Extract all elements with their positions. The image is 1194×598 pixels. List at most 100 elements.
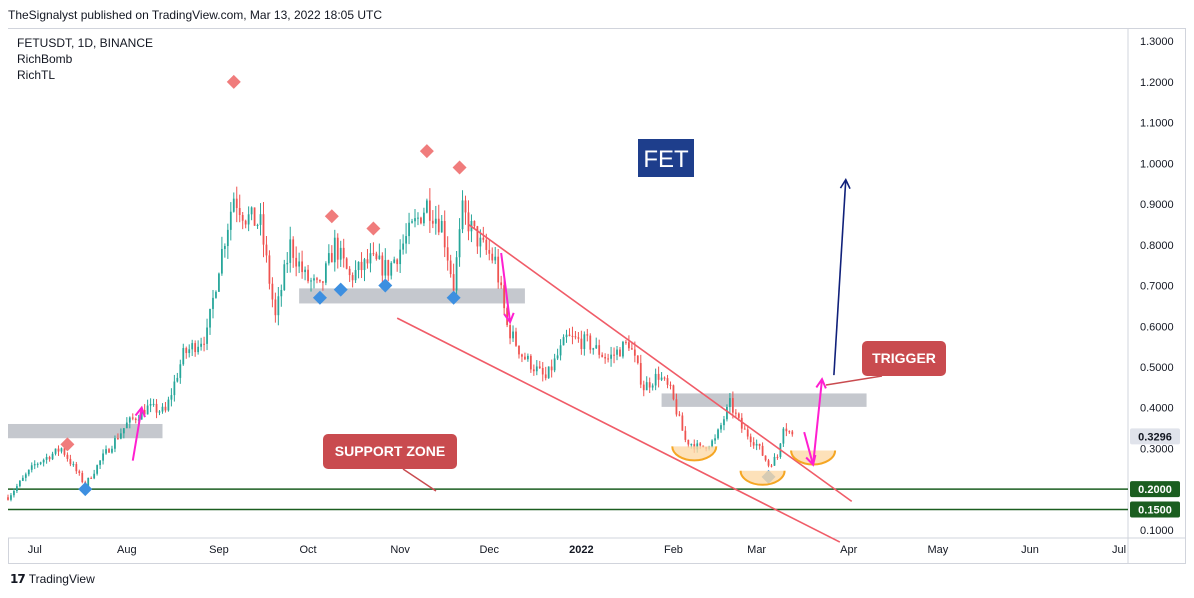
candle-body[interactable] — [24, 474, 27, 478]
candle-body[interactable] — [206, 327, 208, 344]
candle-body[interactable] — [179, 364, 182, 378]
candle-body[interactable] — [191, 343, 194, 350]
candle-body[interactable] — [598, 345, 601, 355]
candle-body[interactable] — [758, 443, 761, 446]
candle-body[interactable] — [390, 262, 393, 276]
candle-body[interactable] — [194, 343, 197, 353]
candle-body[interactable] — [580, 338, 583, 350]
candle-body[interactable] — [684, 430, 687, 440]
candle-body[interactable] — [417, 217, 419, 219]
candle-body[interactable] — [729, 398, 731, 408]
candle-body[interactable] — [310, 280, 312, 282]
candle-body[interactable] — [164, 406, 167, 411]
candle-body[interactable] — [559, 345, 562, 356]
candle-body[interactable] — [645, 382, 648, 391]
candle-body[interactable] — [767, 460, 770, 466]
candle-body[interactable] — [218, 273, 220, 292]
candle-body[interactable] — [527, 355, 529, 360]
candle-body[interactable] — [209, 308, 211, 328]
candle-body[interactable] — [562, 337, 565, 346]
candle-body[interactable] — [131, 417, 134, 419]
candle-body[interactable] — [690, 444, 693, 446]
candle-body[interactable] — [625, 341, 627, 343]
candle-body[interactable] — [200, 343, 202, 347]
candle-body[interactable] — [271, 283, 274, 300]
plot-area[interactable] — [8, 29, 1128, 538]
candle-body[interactable] — [167, 399, 170, 411]
candle-body[interactable] — [316, 278, 318, 280]
candle-body[interactable] — [556, 355, 559, 359]
candle-body[interactable] — [36, 463, 39, 465]
candle-body[interactable] — [431, 220, 434, 224]
candle-body[interactable] — [333, 237, 336, 263]
candle-body[interactable] — [586, 334, 589, 336]
candle-body[interactable] — [16, 486, 18, 492]
candle-body[interactable] — [170, 395, 173, 400]
candle-body[interactable] — [351, 275, 354, 281]
candle-body[interactable] — [529, 355, 532, 370]
candle-body[interactable] — [681, 415, 684, 431]
candle-body[interactable] — [221, 248, 223, 274]
candle-body[interactable] — [301, 261, 304, 273]
candle-body[interactable] — [702, 445, 705, 448]
candle-body[interactable] — [654, 373, 657, 386]
candle-body[interactable] — [7, 497, 9, 500]
drop-arrow[interactable] — [500, 252, 512, 323]
candle-body[interactable] — [532, 369, 535, 372]
candle-body[interactable] — [378, 255, 381, 260]
candle-body[interactable] — [283, 264, 286, 291]
candle-body[interactable] — [491, 253, 494, 261]
candle-body[interactable] — [628, 342, 630, 349]
candle-body[interactable] — [188, 349, 191, 354]
candle-body[interactable] — [488, 249, 491, 254]
legend-symbol[interactable]: FETUSDT, 1D, BINANCE — [17, 36, 154, 50]
candle-body[interactable] — [155, 403, 158, 413]
candle-body[interactable] — [75, 464, 78, 472]
candle-body[interactable] — [538, 366, 541, 369]
trendline-lower[interactable] — [396, 317, 841, 543]
candle-body[interactable] — [423, 212, 425, 224]
candle-body[interactable] — [687, 439, 690, 445]
candle-body[interactable] — [714, 438, 716, 441]
candle-body[interactable] — [372, 253, 375, 255]
resistance-support-zone[interactable] — [299, 288, 525, 304]
candle-body[interactable] — [253, 207, 256, 226]
candle-body[interactable] — [125, 422, 128, 429]
candle-body[interactable] — [761, 445, 764, 456]
candle-body[interactable] — [428, 200, 431, 221]
candle-body[interactable] — [304, 269, 306, 273]
candle-body[interactable] — [185, 348, 188, 354]
candle-body[interactable] — [553, 358, 556, 371]
candle-body[interactable] — [455, 257, 458, 291]
candle-body[interactable] — [449, 260, 452, 275]
candle-body[interactable] — [114, 438, 116, 449]
candle-body[interactable] — [339, 247, 342, 260]
candle-body[interactable] — [48, 457, 51, 460]
candle-body[interactable] — [232, 198, 235, 212]
candle-body[interactable] — [277, 296, 280, 316]
candle-body[interactable] — [375, 253, 378, 260]
candle-body[interactable] — [482, 237, 485, 240]
candle-body[interactable] — [749, 436, 752, 443]
candle-body[interactable] — [607, 358, 609, 360]
candle-body[interactable] — [731, 398, 734, 413]
candle-body[interactable] — [78, 471, 81, 473]
candle-body[interactable] — [45, 457, 48, 460]
candle-body[interactable] — [434, 218, 437, 224]
candle-body[interactable] — [256, 224, 259, 226]
candle-body[interactable] — [568, 334, 571, 336]
candle-body[interactable] — [663, 377, 666, 379]
candle-body[interactable] — [298, 261, 301, 267]
candle-body[interactable] — [648, 382, 651, 388]
candle-body[interactable] — [176, 377, 179, 382]
candle-body[interactable] — [411, 221, 413, 223]
candle-body[interactable] — [241, 214, 244, 221]
candle-body[interactable] — [740, 417, 743, 429]
candle-body[interactable] — [262, 214, 265, 245]
candle-body[interactable] — [672, 385, 675, 400]
candle-body[interactable] — [452, 274, 455, 291]
candle-body[interactable] — [307, 269, 309, 282]
candle-body[interactable] — [27, 469, 30, 475]
candle-body[interactable] — [313, 278, 315, 281]
candle-body[interactable] — [215, 291, 217, 298]
